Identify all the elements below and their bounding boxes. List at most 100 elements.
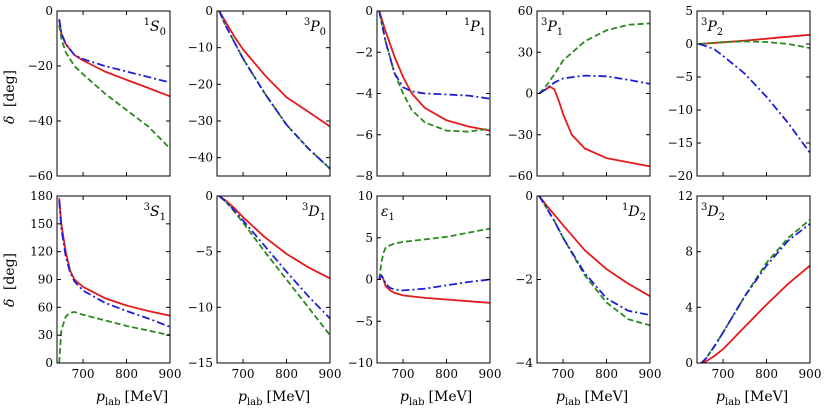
y-tick-label: −10 — [668, 103, 693, 117]
series-line-blue — [698, 43, 810, 154]
x-tick-label: 700 — [72, 367, 95, 381]
y-tick-label: 30 — [518, 45, 533, 59]
panel-label: 3S1 — [144, 202, 166, 223]
ylabel-var: δ — [2, 116, 18, 124]
y-tick-label: 0 — [365, 273, 373, 287]
series-line-red — [538, 196, 650, 297]
x-tick-label: 900 — [319, 367, 342, 381]
panel-2: 0 −10 −20 −30 −40 3P0 — [188, 4, 331, 177]
y-tick-label: −20 — [668, 169, 693, 183]
series-group — [218, 11, 330, 170]
axes-frame — [536, 10, 651, 177]
panel-4: 60 30 0 −30 −60 3P1 — [508, 4, 651, 183]
panel-label: 1S0 — [144, 17, 166, 38]
x-tick-label: 800 — [595, 367, 618, 381]
series-line-red — [538, 85, 650, 168]
x-tick-label: 700 — [392, 367, 415, 381]
y-tick-label: −20 — [28, 59, 53, 73]
y-tick-label: 120 — [30, 245, 53, 259]
series-line-green — [378, 227, 490, 280]
x-tick-label: 800 — [755, 367, 778, 381]
panel-6: 700 800 900 180 150 120 90 60 30 0 3S1 — [30, 189, 181, 381]
axes-frame — [56, 10, 171, 177]
x-tick-label: 900 — [639, 367, 662, 381]
panel-7: 700 800 900 0 −5 −10 −15 3D1 — [188, 189, 342, 381]
panel-5: 5 0 −5 −10 −15 −20 3P2 — [668, 4, 811, 183]
svg-text:δ [deg]: δ [deg] — [2, 253, 18, 307]
panel-label: 3P2 — [701, 17, 723, 38]
series-group — [538, 196, 650, 327]
axes-frame — [216, 10, 331, 177]
y-tick-label: −4 — [515, 356, 533, 370]
x-tick-label: 800 — [435, 367, 458, 381]
axes-frame — [216, 195, 331, 364]
y-tick-label: 0 — [205, 4, 213, 18]
svg-text:δ [deg]: δ [deg] — [2, 70, 18, 124]
series-line-green — [538, 22, 650, 95]
panel-label: 1D2 — [622, 202, 646, 223]
series-line-blue — [218, 196, 330, 320]
y-tick-label: −10 — [348, 356, 373, 370]
xlabels-group: plab [MeV] plab [MeV] plab [MeV] plab [MeV] … — [96, 389, 788, 408]
y-tick-label: −20 — [188, 77, 213, 91]
y-tick-label: 0 — [685, 37, 693, 51]
series-line-green — [58, 24, 170, 150]
panel-label: ε1 — [381, 204, 395, 223]
panel-label: 3P0 — [304, 17, 326, 38]
y-tick-label: −40 — [188, 151, 213, 165]
series-line-green — [699, 40, 810, 49]
y-tick-label: −5 — [355, 314, 373, 328]
y-tick-label: 60 — [38, 300, 53, 314]
x-tick-label: 900 — [159, 367, 182, 381]
series-group — [58, 197, 170, 363]
y-tick-label: −40 — [28, 114, 53, 128]
ylabel-unit: [deg] — [2, 70, 18, 107]
series-group — [378, 11, 490, 133]
series-line-green — [58, 311, 170, 363]
y-tick-label: −60 — [508, 169, 533, 183]
series-line-blue — [58, 200, 170, 328]
y-tick-label: 5 — [685, 4, 693, 18]
series-line-green — [538, 196, 650, 327]
y-tick-label: −10 — [188, 41, 213, 55]
series-line-green — [700, 219, 810, 363]
panel-10: 700 800 900 12 8 4 0 3D2 — [678, 189, 822, 381]
series-group — [378, 227, 490, 304]
y-tick-label: 10 — [358, 189, 373, 203]
series-line-blue — [378, 274, 490, 292]
xlabel-1: plab [MeV] — [96, 389, 168, 408]
series-group — [58, 19, 170, 150]
y-tick-label: 12 — [678, 189, 693, 203]
panel-1: 0 −20 −40 −60 1S0 — [28, 4, 171, 183]
xlabel-5: plab [MeV] — [716, 389, 788, 408]
series-group — [700, 219, 810, 363]
y-tick-label: 0 — [365, 4, 373, 18]
y-tick-label: 4 — [685, 300, 693, 314]
ylabel-bottom: δ [deg] — [2, 253, 18, 307]
series-line-blue — [58, 19, 170, 84]
series-line-blue — [700, 223, 810, 363]
y-tick-label: −5 — [195, 245, 213, 259]
ylabel-top: δ [deg] — [2, 70, 18, 124]
series-line-green — [378, 11, 490, 133]
y-tick-label: 60 — [518, 4, 533, 18]
y-tick-label: −2 — [355, 45, 373, 59]
y-tick-label: 0 — [685, 356, 693, 370]
y-tick-label: −15 — [188, 356, 213, 370]
series-line-red — [701, 264, 810, 363]
series-line-red — [378, 11, 490, 132]
series-line-red — [218, 11, 330, 128]
series-group — [538, 22, 650, 168]
axes-frame — [696, 10, 811, 177]
ylabel-unit: [deg] — [2, 253, 18, 290]
panel-label: 1P1 — [464, 17, 486, 38]
y-tick-label: −30 — [508, 128, 533, 142]
series-group — [218, 196, 330, 336]
y-tick-label: −2 — [515, 273, 533, 287]
panel-3: 0 −2 −4 −6 −8 1P1 — [355, 4, 491, 183]
xlabel-4: plab [MeV] — [556, 389, 628, 408]
y-tick-label: 0 — [525, 87, 533, 101]
series-line-blue — [218, 11, 330, 170]
x-tick-label: 800 — [115, 367, 138, 381]
